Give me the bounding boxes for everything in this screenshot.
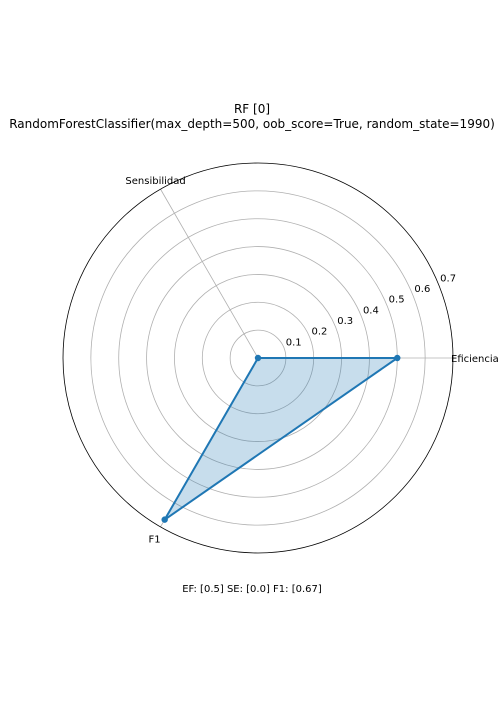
data-point-sensibilidad	[254, 354, 262, 362]
axis-label-sensibilidad: Sensibilidad	[125, 176, 185, 187]
metrics-annotation: EF: [0.5] SE: [0.0] F1: [0.67]	[182, 584, 322, 595]
series-line	[163, 357, 399, 521]
polar-frame	[62, 162, 454, 554]
data-layer	[161, 354, 401, 523]
r-tick-label: 0.3	[337, 316, 353, 327]
data-point-f1	[161, 516, 168, 523]
axis-label-f1: F1	[149, 535, 161, 546]
r-tick-label: 0.1	[286, 337, 302, 348]
data-point-eficiencia	[394, 354, 401, 362]
r-tick-label: 0.6	[414, 284, 430, 295]
axis-label-eficiencia: Eficiencia	[451, 354, 499, 365]
r-tick-label: 0.5	[389, 295, 405, 306]
r-tick-label: 0.4	[363, 305, 379, 316]
r-tick-label: 0.7	[440, 273, 456, 284]
label-layer: 0.1 0.2 0.3 0.4 0.5 0.6 0.7 Eficiencia Sensibili…	[125, 176, 498, 546]
grid-spoke	[160, 188, 259, 359]
chart-title: RF [0]	[233, 102, 271, 116]
chart-subtitle: RandomForestClassifier(max_depth=500, oo…	[9, 117, 495, 131]
r-tick-label: 0.2	[311, 327, 327, 338]
